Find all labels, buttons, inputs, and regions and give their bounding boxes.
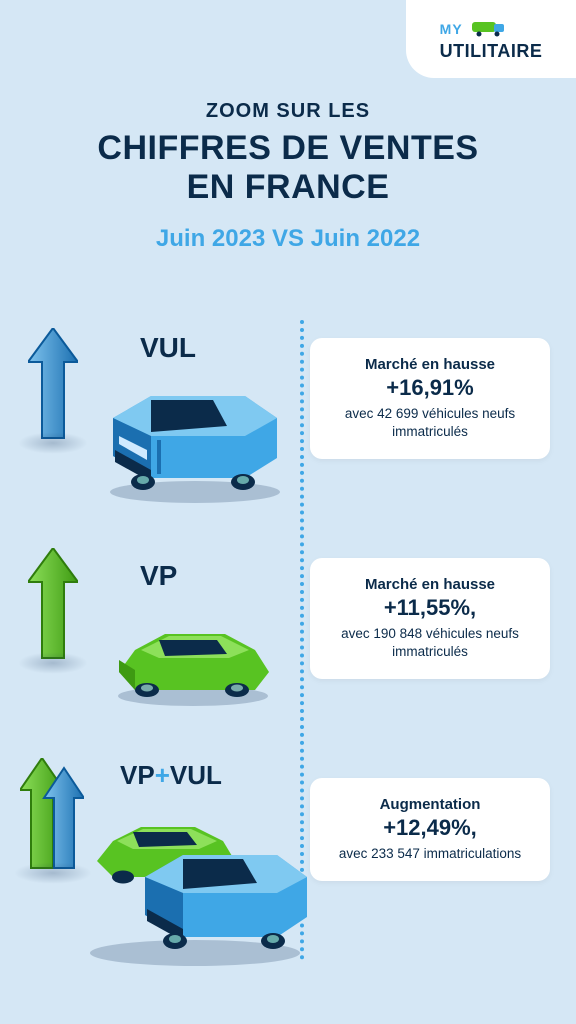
van-icon bbox=[471, 18, 507, 42]
row-label: VP+VUL bbox=[120, 760, 222, 791]
subtitle: Juin 2023 VS Juin 2022 bbox=[0, 225, 576, 253]
title-line-1: CHIFFRES DE VENTES bbox=[97, 129, 478, 167]
card-detail: avec 190 848 véhicules neufs immatriculé… bbox=[326, 625, 534, 661]
card-percentage: +16,91% bbox=[326, 375, 534, 401]
row-vul: VUL Marché en hausse +16,91% ave bbox=[0, 320, 576, 500]
card-title: Augmentation bbox=[326, 796, 534, 813]
logo-utilitaire: UTILITAIRE bbox=[440, 42, 543, 60]
row-vpvul: VP+VUL bbox=[0, 750, 576, 930]
stat-card: Marché en hausse +16,91% avec 42 699 véh… bbox=[310, 338, 550, 459]
row-left: VP+VUL bbox=[0, 750, 300, 930]
arrow-shadow bbox=[18, 432, 88, 454]
plus-icon: + bbox=[155, 760, 170, 790]
stat-card: Augmentation +12,49%, avec 233 547 immat… bbox=[310, 778, 550, 881]
stat-card: Marché en hausse +11,55%, avec 190 848 v… bbox=[310, 558, 550, 679]
car-green-icon bbox=[105, 600, 280, 715]
card-detail: avec 42 699 véhicules neufs immatriculés bbox=[326, 405, 534, 441]
row-left: VUL bbox=[0, 320, 300, 500]
header: ZOOM SUR LES CHIFFRES DE VENTES EN FRANC… bbox=[0, 100, 576, 253]
card-percentage: +12,49%, bbox=[326, 815, 534, 841]
row-label: VUL bbox=[140, 332, 196, 364]
row-left: VP bbox=[0, 540, 300, 720]
car-and-van-icon bbox=[75, 795, 315, 975]
card-title: Marché en hausse bbox=[326, 356, 534, 373]
vp-text: VP bbox=[120, 760, 155, 790]
logo-text: MY UTILITAIRE bbox=[440, 18, 543, 60]
arrow-shadow bbox=[18, 652, 88, 674]
brand-logo: MY UTILITAIRE bbox=[406, 0, 576, 78]
vul-text: VUL bbox=[170, 760, 222, 790]
card-percentage: +11,55%, bbox=[326, 595, 534, 621]
pretitle: ZOOM SUR LES bbox=[0, 100, 576, 123]
title-line-2: EN FRANCE bbox=[187, 168, 390, 206]
card-detail: avec 233 547 immatriculations bbox=[326, 845, 534, 863]
row-vp: VP Marché en hausse +11,55%, avec 190 84… bbox=[0, 540, 576, 720]
card-title: Marché en hausse bbox=[326, 576, 534, 593]
logo-my: MY bbox=[440, 21, 463, 37]
title: CHIFFRES DE VENTES EN FRANCE bbox=[0, 129, 576, 207]
row-label: VP bbox=[140, 560, 177, 592]
van-blue-icon bbox=[95, 370, 290, 510]
